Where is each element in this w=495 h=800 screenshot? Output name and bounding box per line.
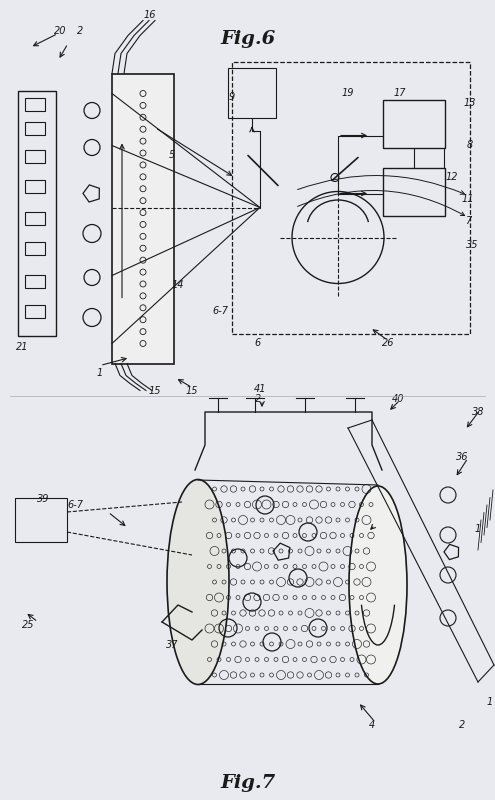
Text: 39: 39 bbox=[37, 494, 49, 504]
Text: 6: 6 bbox=[255, 338, 261, 347]
Text: 1: 1 bbox=[475, 524, 481, 534]
Text: 38: 38 bbox=[472, 407, 484, 417]
Text: 13: 13 bbox=[464, 98, 476, 107]
Text: 41: 41 bbox=[254, 384, 266, 394]
Text: 11: 11 bbox=[462, 194, 474, 203]
Bar bbox=[25, 98, 45, 110]
Bar bbox=[383, 99, 445, 147]
Text: 19: 19 bbox=[342, 87, 354, 98]
Text: 2: 2 bbox=[459, 720, 465, 730]
Text: 17: 17 bbox=[394, 87, 406, 98]
Text: 15: 15 bbox=[149, 386, 161, 395]
Ellipse shape bbox=[167, 479, 229, 685]
Text: 2: 2 bbox=[255, 394, 261, 404]
Text: 5: 5 bbox=[169, 150, 175, 159]
Text: 1: 1 bbox=[97, 367, 103, 378]
Bar bbox=[25, 242, 45, 254]
Bar bbox=[228, 67, 276, 118]
Text: 36: 36 bbox=[456, 452, 468, 462]
Text: 2: 2 bbox=[77, 26, 83, 35]
Bar bbox=[18, 90, 56, 335]
Text: 37: 37 bbox=[166, 640, 178, 650]
Bar bbox=[25, 122, 45, 134]
Bar bbox=[25, 179, 45, 193]
Text: Fig.6: Fig.6 bbox=[220, 30, 276, 47]
Bar bbox=[232, 62, 470, 334]
Text: 4: 4 bbox=[369, 720, 375, 730]
Bar bbox=[112, 74, 174, 363]
Text: 35: 35 bbox=[466, 239, 478, 250]
Text: 12: 12 bbox=[446, 173, 458, 182]
Text: 6-7: 6-7 bbox=[67, 500, 83, 510]
Text: 26: 26 bbox=[382, 338, 394, 347]
Text: 16: 16 bbox=[144, 10, 156, 19]
Text: 6-7: 6-7 bbox=[212, 306, 228, 315]
Text: 15: 15 bbox=[186, 386, 198, 395]
Text: 9: 9 bbox=[229, 93, 235, 102]
Bar bbox=[25, 150, 45, 162]
Text: 20: 20 bbox=[54, 26, 66, 35]
Bar bbox=[383, 167, 445, 215]
Bar bbox=[15, 498, 67, 542]
Text: Fig.7: Fig.7 bbox=[220, 774, 276, 792]
Text: 1: 1 bbox=[487, 697, 493, 707]
Bar bbox=[25, 211, 45, 225]
Text: 21: 21 bbox=[16, 342, 28, 353]
Text: 7: 7 bbox=[465, 215, 471, 226]
Text: 8: 8 bbox=[467, 139, 473, 150]
Text: 25: 25 bbox=[22, 620, 34, 630]
Text: 40: 40 bbox=[392, 394, 404, 404]
Text: 14: 14 bbox=[172, 279, 184, 290]
Bar bbox=[25, 274, 45, 287]
Bar bbox=[25, 305, 45, 318]
Ellipse shape bbox=[349, 486, 407, 684]
